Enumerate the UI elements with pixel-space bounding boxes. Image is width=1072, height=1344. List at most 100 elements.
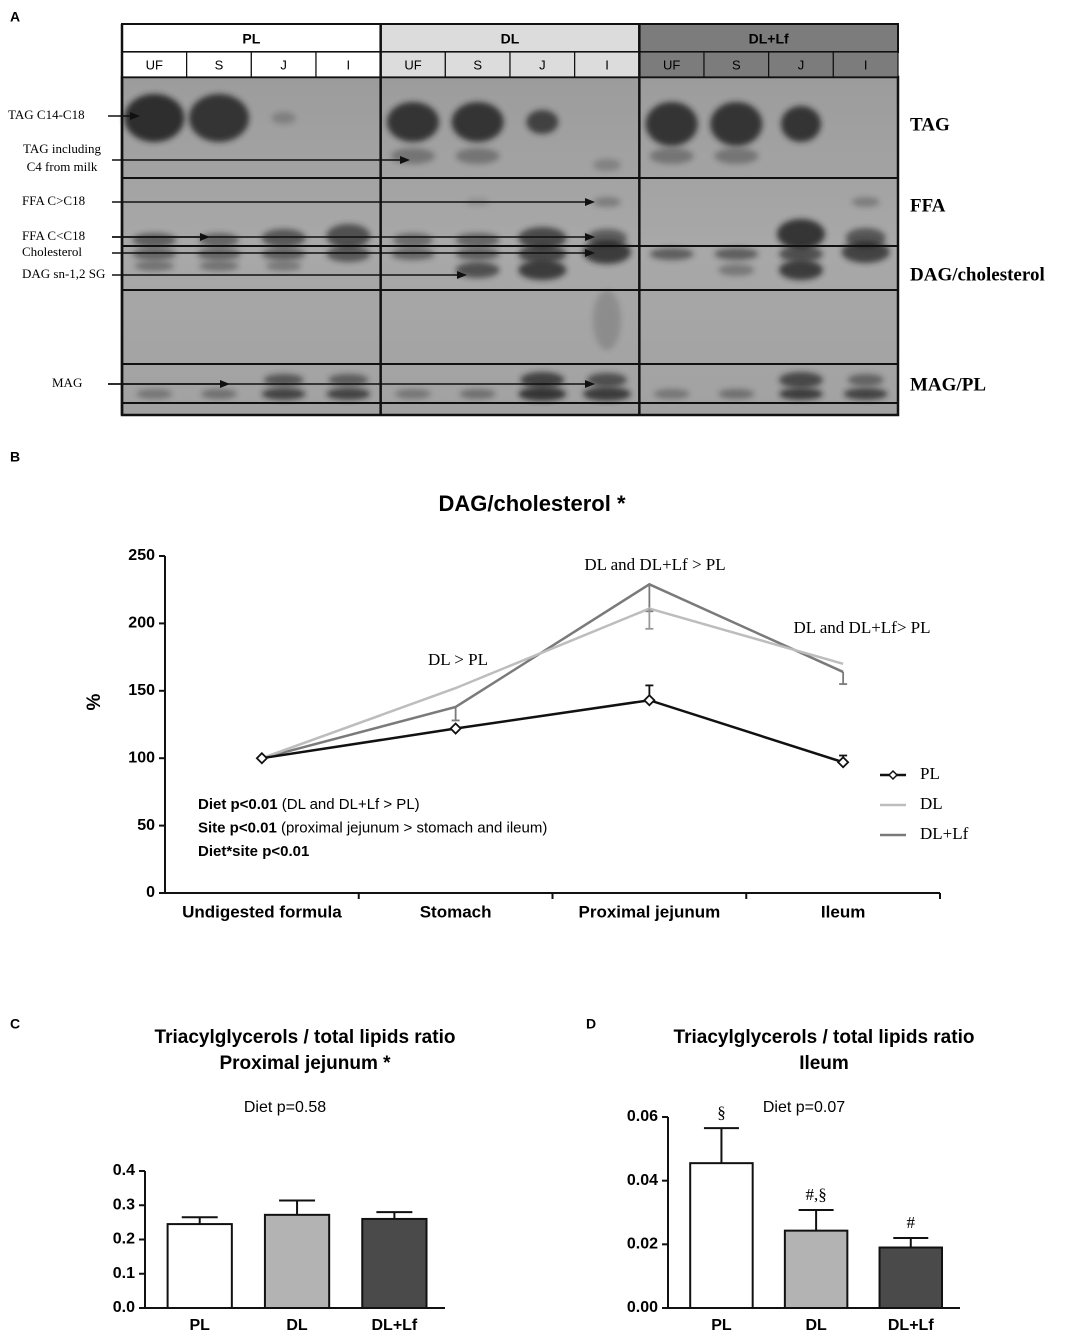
lane-header bbox=[509, 51, 576, 78]
lane-label: I bbox=[605, 57, 609, 72]
stats-bold: Diet p<0.01 bbox=[198, 796, 278, 813]
legend-label: DL bbox=[920, 794, 943, 813]
spot bbox=[518, 227, 567, 249]
stats-bold: Diet*site p<0.01 bbox=[198, 843, 309, 860]
y-tick-label: 0.04 bbox=[627, 1172, 658, 1189]
spot bbox=[263, 374, 304, 386]
y-tick-label: 0 bbox=[146, 884, 155, 901]
spot bbox=[714, 248, 759, 260]
panel-label: B bbox=[10, 449, 20, 465]
lipid-label: FFA C>C18 bbox=[22, 193, 85, 208]
annotation: DL > PL bbox=[428, 650, 488, 669]
marker bbox=[449, 722, 462, 735]
lipid-label: C4 from milk bbox=[27, 159, 98, 174]
lane-header bbox=[638, 51, 705, 78]
spot bbox=[455, 148, 500, 164]
y-tick-label: 100 bbox=[128, 749, 155, 766]
y-tick-label: 0.2 bbox=[113, 1231, 135, 1248]
x-tick-label: DL bbox=[805, 1317, 827, 1334]
annotation: Diet p=0.07 bbox=[763, 1099, 845, 1116]
spot bbox=[526, 110, 559, 134]
band-label: DAG/cholesterol bbox=[910, 264, 1045, 285]
spot bbox=[393, 233, 433, 247]
group-label: PL bbox=[242, 31, 260, 47]
spot bbox=[593, 290, 621, 350]
bar bbox=[263, 1213, 331, 1309]
spot bbox=[841, 241, 890, 263]
chart-title: DAG/cholesterol * bbox=[438, 491, 625, 516]
spot bbox=[199, 261, 239, 271]
y-tick-label: 0.3 bbox=[113, 1196, 135, 1213]
y-tick-label: 0.4 bbox=[113, 1162, 135, 1179]
y-tick-label: 0.06 bbox=[627, 1108, 658, 1125]
spot bbox=[851, 197, 880, 207]
bar bbox=[361, 1217, 428, 1309]
spot bbox=[593, 197, 621, 207]
lipid-label: TAG C14-C18 bbox=[8, 107, 85, 122]
lipid-label: FFA C<C18 bbox=[22, 228, 85, 243]
spot bbox=[649, 148, 694, 164]
bar bbox=[783, 1229, 849, 1310]
arrow-head bbox=[585, 198, 595, 206]
spot bbox=[261, 229, 306, 247]
x-tick-label: PL bbox=[711, 1317, 732, 1334]
arrow-head bbox=[130, 112, 140, 120]
spot bbox=[328, 374, 369, 386]
lane-header bbox=[703, 51, 770, 78]
group-label: DL+Lf bbox=[749, 31, 789, 47]
lane-label: S bbox=[215, 57, 224, 72]
annotation: DL and DL+Lf> PL bbox=[793, 618, 930, 637]
spot bbox=[459, 389, 496, 399]
stats-line: Site p<0.01 (proximal jejunum > stomach … bbox=[198, 819, 547, 836]
spot bbox=[265, 261, 302, 271]
spot bbox=[197, 248, 241, 260]
spot bbox=[136, 389, 173, 399]
chart-title: Triacylglycerols / total lipids ratio bbox=[155, 1027, 456, 1048]
bar bbox=[878, 1246, 944, 1310]
spot bbox=[781, 106, 821, 142]
annotation: Diet p=0.58 bbox=[244, 1099, 326, 1116]
spot bbox=[583, 387, 631, 401]
spot bbox=[391, 248, 435, 260]
band-label: FFA bbox=[910, 195, 946, 216]
lane-header bbox=[315, 51, 382, 78]
spot bbox=[518, 387, 567, 401]
chart-title: Ileum bbox=[799, 1053, 849, 1074]
spot bbox=[645, 102, 698, 146]
stats-text: (DL and DL+Lf > PL) bbox=[282, 796, 420, 813]
stats-line: Diet p<0.01 (DL and DL+Lf > PL) bbox=[198, 796, 420, 813]
spot bbox=[134, 261, 175, 271]
spot bbox=[779, 246, 823, 262]
spot bbox=[201, 389, 237, 399]
panel-label: A bbox=[10, 9, 20, 25]
lane-label: J bbox=[798, 57, 805, 72]
lipid-label: MAG bbox=[52, 375, 82, 390]
panel-label: C bbox=[10, 1016, 20, 1032]
legend-marker bbox=[887, 769, 899, 781]
x-tick-label: Stomach bbox=[420, 902, 492, 921]
y-tick-label: 50 bbox=[137, 817, 155, 834]
spot bbox=[261, 388, 306, 400]
spot bbox=[587, 373, 627, 387]
x-tick-label: Ileum bbox=[821, 902, 865, 921]
lane-header bbox=[186, 51, 252, 78]
y-tick-label: 0.00 bbox=[627, 1299, 658, 1316]
x-tick-label: DL bbox=[286, 1317, 308, 1334]
marker bbox=[255, 751, 269, 765]
y-tick-label: 0.02 bbox=[627, 1236, 658, 1253]
y-tick-label: 150 bbox=[128, 682, 155, 699]
x-tick-label: DL+Lf bbox=[371, 1317, 417, 1334]
y-tick-label: 0.0 bbox=[113, 1299, 135, 1316]
spot bbox=[391, 148, 435, 164]
spot bbox=[649, 248, 694, 260]
spot bbox=[326, 246, 371, 262]
spot bbox=[455, 248, 500, 260]
series-line bbox=[261, 698, 844, 764]
arrow-head bbox=[400, 156, 410, 164]
legend-label: DL+Lf bbox=[920, 824, 969, 843]
bar bbox=[689, 1162, 754, 1309]
spot bbox=[843, 388, 888, 400]
spot bbox=[455, 262, 500, 278]
group-header bbox=[121, 23, 382, 53]
